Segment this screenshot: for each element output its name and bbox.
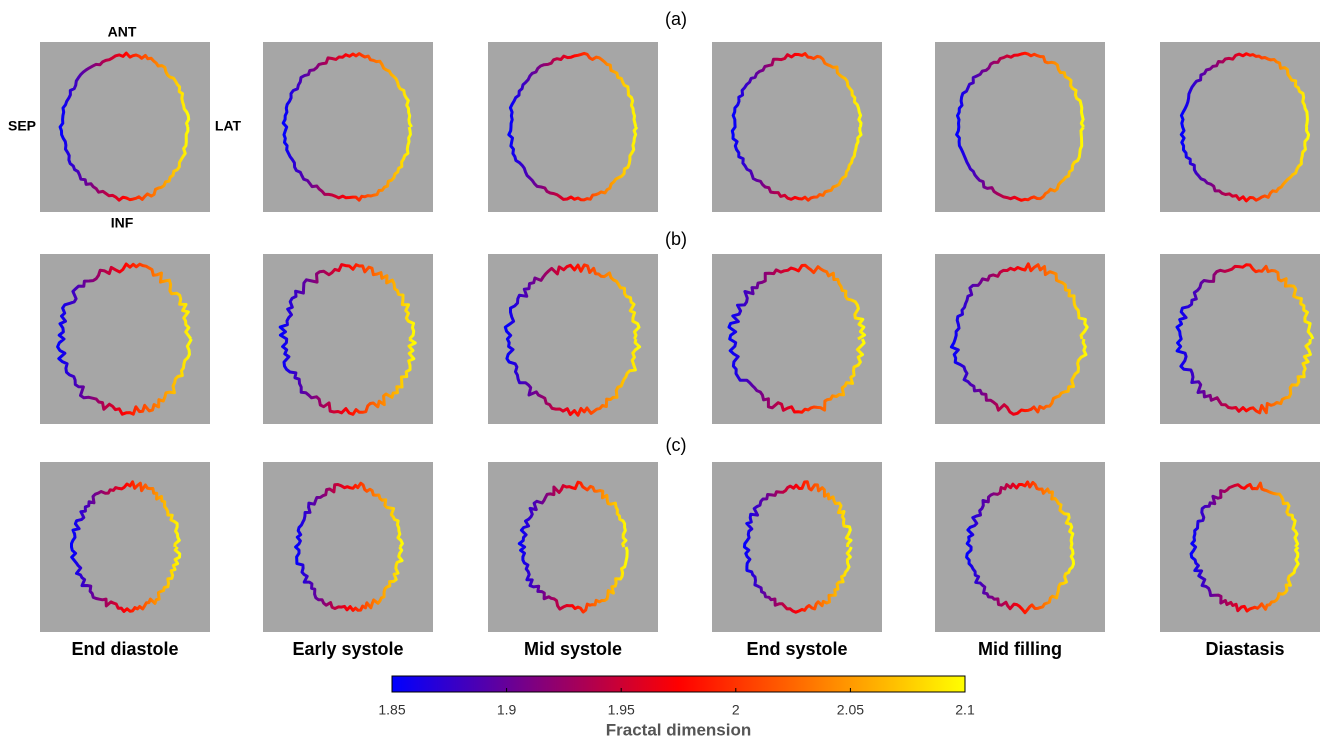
orientation-label: ANT	[108, 24, 137, 40]
contour	[70, 480, 182, 613]
image-panel	[40, 462, 210, 632]
colorbar-tick-label: 1.85	[378, 702, 405, 718]
contour	[727, 263, 866, 414]
image-panel	[263, 254, 433, 424]
contour	[507, 51, 639, 202]
image-panel	[488, 42, 658, 212]
column-label: End systole	[746, 639, 847, 659]
image-panel	[935, 254, 1105, 424]
row-label: (a)	[665, 9, 687, 29]
colorbar-label: Fractal dimension	[606, 720, 751, 739]
image-panel	[1160, 254, 1320, 424]
image-panel	[263, 42, 433, 212]
colorbar-tick-label: 2.05	[837, 702, 864, 718]
orientation-label: SEP	[8, 118, 36, 134]
image-panel	[935, 42, 1105, 212]
colorbar-tick-label: 2.1	[955, 702, 975, 718]
contour	[955, 51, 1085, 202]
colorbar	[391, 675, 966, 693]
column-label: Mid systole	[524, 639, 622, 659]
contour	[1189, 481, 1300, 613]
column-label: End diastole	[71, 639, 178, 659]
contour	[294, 481, 404, 612]
image-panel	[1160, 462, 1320, 632]
image-panel	[40, 42, 210, 212]
colorbar-tick-label: 2	[732, 702, 740, 718]
image-panel	[712, 42, 882, 212]
image-panel	[712, 254, 882, 424]
contour	[949, 262, 1089, 416]
contour	[1175, 263, 1315, 415]
image-panel	[1160, 42, 1320, 212]
contour	[730, 52, 863, 202]
colorbar-tick-label: 1.95	[608, 702, 635, 718]
image-panel	[488, 254, 658, 424]
column-label: Diastasis	[1205, 639, 1284, 659]
orientation-label: INF	[111, 215, 134, 231]
contour	[281, 52, 413, 202]
contour	[503, 263, 642, 417]
row-label: (c)	[666, 435, 687, 455]
contour	[1179, 52, 1311, 203]
image-panel	[488, 462, 658, 632]
image-panel	[935, 462, 1105, 632]
contour	[742, 480, 853, 614]
column-label: Early systole	[292, 639, 403, 659]
column-label: Mid filling	[978, 639, 1062, 659]
image-panel	[40, 254, 210, 424]
contour	[58, 51, 191, 202]
contour	[278, 263, 417, 416]
contour	[517, 480, 629, 614]
contour	[965, 480, 1075, 615]
colorbar-tick-label: 1.9	[497, 702, 517, 718]
row-label: (b)	[665, 229, 687, 249]
contour	[56, 262, 193, 416]
orientation-label: LAT	[215, 118, 242, 134]
image-panel	[263, 462, 433, 632]
image-panel	[712, 462, 882, 632]
